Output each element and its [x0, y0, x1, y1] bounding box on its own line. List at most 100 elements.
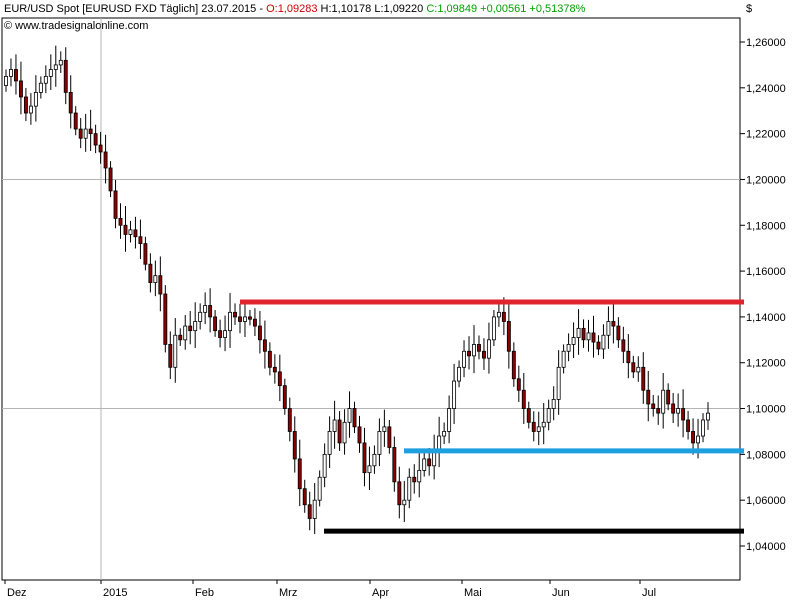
candle-body — [452, 380, 457, 409]
header-low: L:1,09220 — [374, 3, 424, 15]
candle-body — [656, 408, 661, 414]
candle-body — [93, 133, 98, 146]
candle-body — [148, 263, 153, 283]
candle-body — [626, 350, 631, 364]
candle-body — [342, 421, 347, 444]
candle-body — [302, 488, 307, 506]
candle-body — [521, 389, 526, 409]
y-tick-label: 1,26000 — [746, 37, 786, 49]
candle-body — [482, 350, 486, 359]
candle-body — [367, 465, 372, 474]
candle-body — [676, 408, 681, 414]
candle-body — [526, 408, 531, 423]
candle-body — [506, 321, 511, 352]
candle-body — [83, 128, 88, 139]
candle-body — [516, 378, 521, 391]
candle-body — [417, 469, 422, 483]
candle-body — [38, 82, 43, 93]
candle-body — [397, 481, 402, 506]
candle-body — [277, 371, 282, 387]
candle-body — [9, 69, 13, 77]
x-tick-label: Feb — [195, 587, 214, 599]
candle-body — [33, 92, 38, 107]
candle-body — [297, 458, 302, 490]
candle-body — [581, 327, 586, 341]
candle-body — [467, 350, 471, 357]
candle-body — [447, 408, 452, 432]
y-tick-label: 1,22000 — [746, 129, 786, 141]
candle-body — [357, 426, 362, 444]
header-open: O:1,09283 — [266, 3, 318, 15]
candle-body — [586, 332, 591, 341]
y-tick-label: 1,16000 — [746, 266, 786, 278]
candle-body — [193, 321, 198, 332]
candle-body — [73, 112, 78, 130]
candle-body — [198, 311, 203, 322]
candle-body — [233, 311, 237, 318]
candle-body — [337, 419, 342, 444]
header-high: H:1,10178 — [320, 3, 372, 15]
candle-body — [138, 236, 143, 245]
candle-body — [457, 366, 462, 382]
candle-body — [462, 350, 466, 368]
candle-body — [546, 408, 551, 423]
candle-body — [243, 316, 247, 322]
candle-body — [218, 330, 223, 338]
candle-body — [98, 144, 103, 153]
y-tick-label: 1,04000 — [746, 541, 786, 553]
header-instrument: EUR/USD Spot [EURUSD FXD Täglich] 23.07.… — [4, 3, 257, 15]
candle-body — [28, 105, 33, 114]
candle-body — [78, 128, 83, 139]
candle-body — [561, 350, 566, 368]
candle-body — [606, 321, 611, 336]
candle-body — [601, 334, 606, 350]
candle-body — [531, 421, 536, 432]
candle-body — [412, 476, 417, 483]
y-tick-label: 1,20000 — [746, 174, 786, 186]
candle-body — [402, 499, 407, 506]
candle-body — [491, 316, 496, 341]
candle-body — [696, 435, 700, 444]
chart-header: EUR/USD Spot [EURUSD FXD Täglich] 23.07.… — [4, 3, 585, 15]
candle-body — [43, 75, 48, 84]
candle-body — [422, 458, 427, 471]
currency-label: $ — [746, 3, 753, 15]
candle-body — [646, 389, 651, 405]
candle-body — [641, 366, 646, 391]
candle-body — [407, 476, 412, 501]
candle-body — [18, 80, 23, 98]
candle-body — [486, 339, 491, 359]
candle-body — [437, 435, 442, 451]
candle-body — [442, 431, 447, 437]
candle-body — [322, 453, 327, 478]
y-tick-label: 1,08000 — [746, 449, 786, 461]
candle-body — [611, 321, 616, 327]
candle-body — [163, 293, 168, 345]
y-tick-label: 1,06000 — [746, 495, 786, 507]
header-separator: - — [256, 3, 267, 15]
candle-body — [178, 334, 183, 341]
x-tick-label: Mrz — [279, 587, 297, 599]
candle-body — [596, 341, 601, 350]
candle-body — [566, 343, 571, 352]
candle-body — [347, 408, 352, 423]
candle-body — [68, 92, 73, 114]
candle-body — [666, 389, 671, 405]
candle-body — [312, 499, 317, 519]
candle-body — [228, 311, 232, 332]
candle-body — [681, 408, 686, 421]
candle-body — [427, 458, 432, 467]
candle-body — [272, 366, 277, 373]
candle-body — [661, 389, 666, 414]
candle-body — [262, 339, 267, 352]
candle-body — [128, 229, 133, 235]
x-tick-label: Dez — [7, 587, 27, 599]
candle-body — [123, 224, 128, 235]
x-tick-label: Jul — [642, 587, 656, 599]
candle-body — [213, 316, 218, 332]
candle-body — [541, 421, 546, 428]
candle-body — [188, 325, 193, 332]
y-tick-label: 1,12000 — [746, 358, 786, 370]
candle-body — [248, 316, 252, 320]
